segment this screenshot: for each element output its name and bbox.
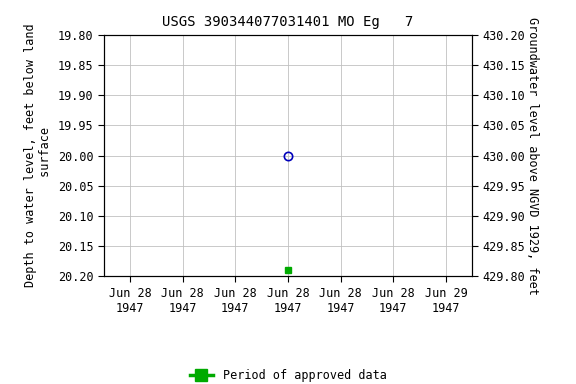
- Legend: Period of approved data: Period of approved data: [185, 364, 391, 384]
- Y-axis label: Depth to water level, feet below land
 surface: Depth to water level, feet below land su…: [24, 24, 52, 287]
- Y-axis label: Groundwater level above NGVD 1929, feet: Groundwater level above NGVD 1929, feet: [526, 17, 539, 295]
- Title: USGS 390344077031401 MO Eg   7: USGS 390344077031401 MO Eg 7: [162, 15, 414, 29]
